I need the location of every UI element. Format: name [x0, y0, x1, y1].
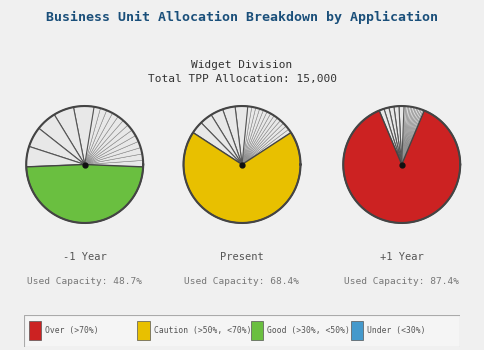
- Wedge shape: [223, 106, 242, 164]
- Wedge shape: [402, 109, 421, 164]
- Text: -1 Year: -1 Year: [63, 252, 106, 262]
- Wedge shape: [193, 123, 242, 164]
- Wedge shape: [85, 154, 143, 164]
- Wedge shape: [85, 135, 138, 164]
- Wedge shape: [379, 109, 402, 164]
- Wedge shape: [399, 106, 404, 164]
- Wedge shape: [402, 107, 412, 164]
- Wedge shape: [242, 110, 267, 164]
- Wedge shape: [242, 108, 259, 164]
- Bar: [251, 321, 263, 340]
- Wedge shape: [211, 109, 242, 164]
- Wedge shape: [242, 116, 277, 164]
- Wedge shape: [242, 113, 274, 164]
- Wedge shape: [85, 125, 132, 164]
- Wedge shape: [402, 106, 409, 164]
- Text: Used Capacity: 68.4%: Used Capacity: 68.4%: [184, 276, 300, 286]
- Text: Under (<30%): Under (<30%): [367, 326, 426, 335]
- Wedge shape: [85, 130, 136, 164]
- Wedge shape: [402, 108, 420, 164]
- Wedge shape: [242, 120, 284, 164]
- Text: Widget Division
Total TPP Allocation: 15,000: Widget Division Total TPP Allocation: 15…: [148, 60, 336, 84]
- Wedge shape: [74, 106, 94, 164]
- Wedge shape: [54, 107, 85, 164]
- Wedge shape: [242, 123, 286, 164]
- Wedge shape: [394, 106, 402, 164]
- Bar: [351, 321, 363, 340]
- Wedge shape: [26, 164, 143, 223]
- Wedge shape: [183, 133, 301, 223]
- Wedge shape: [85, 148, 142, 164]
- Wedge shape: [85, 141, 141, 164]
- Wedge shape: [402, 107, 417, 164]
- Wedge shape: [85, 113, 118, 164]
- Wedge shape: [402, 110, 424, 164]
- Wedge shape: [85, 110, 112, 164]
- Text: Business Unit Allocation Breakdown by Application: Business Unit Allocation Breakdown by Ap…: [46, 10, 438, 23]
- Wedge shape: [242, 109, 263, 164]
- Text: Good (>30%, <50%): Good (>30%, <50%): [267, 326, 350, 335]
- Wedge shape: [242, 106, 252, 164]
- Wedge shape: [242, 107, 256, 164]
- Text: Present: Present: [220, 252, 264, 262]
- Wedge shape: [402, 107, 415, 164]
- Wedge shape: [343, 111, 460, 223]
- Wedge shape: [85, 108, 106, 164]
- Text: Caution (>50%, <70%): Caution (>50%, <70%): [154, 326, 252, 335]
- Wedge shape: [26, 146, 85, 167]
- Wedge shape: [402, 110, 423, 164]
- Wedge shape: [402, 108, 418, 164]
- Wedge shape: [85, 107, 101, 164]
- Text: Used Capacity: 48.7%: Used Capacity: 48.7%: [27, 276, 142, 286]
- Bar: [29, 321, 41, 340]
- Wedge shape: [85, 120, 128, 164]
- FancyBboxPatch shape: [24, 315, 460, 346]
- Wedge shape: [389, 106, 402, 164]
- Bar: [137, 321, 150, 340]
- Wedge shape: [242, 126, 288, 164]
- Wedge shape: [201, 115, 242, 164]
- Wedge shape: [235, 106, 248, 164]
- Wedge shape: [39, 114, 85, 164]
- Text: +1 Year: +1 Year: [380, 252, 424, 262]
- Text: Used Capacity: 87.4%: Used Capacity: 87.4%: [344, 276, 459, 286]
- Wedge shape: [402, 106, 407, 164]
- Text: Over (>70%): Over (>70%): [45, 326, 99, 335]
- Wedge shape: [242, 118, 280, 164]
- Wedge shape: [85, 117, 123, 164]
- Wedge shape: [85, 160, 143, 167]
- Wedge shape: [402, 107, 413, 164]
- Wedge shape: [384, 107, 402, 164]
- Wedge shape: [402, 106, 410, 164]
- Wedge shape: [242, 129, 291, 164]
- Wedge shape: [29, 128, 85, 164]
- Wedge shape: [402, 106, 406, 164]
- Wedge shape: [242, 112, 271, 164]
